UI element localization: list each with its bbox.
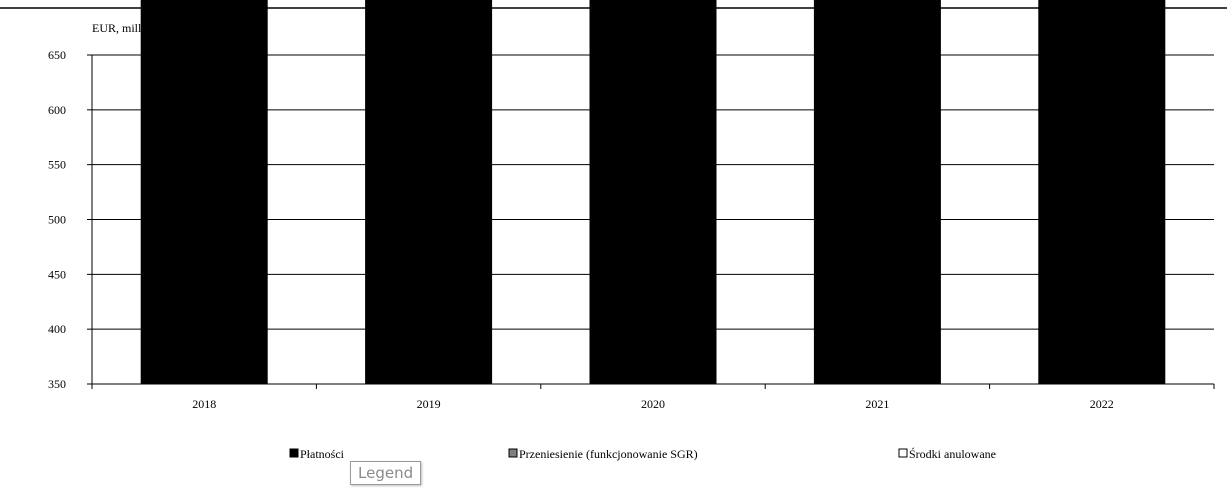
y-tick-label-600: 600	[48, 103, 66, 117]
x-tick-label-2021: 2021	[865, 397, 889, 411]
bar-2021-series-1	[813, 0, 941, 385]
bars	[140, 0, 1166, 385]
legend-label-2: Przeniesienie (funkcjonowanie SGR)	[519, 447, 698, 461]
legend-label-3: Środki anulowane	[909, 447, 996, 461]
legend-swatch-3	[898, 448, 908, 458]
x-tick-label-2020: 2020	[641, 397, 665, 411]
y-tick-label-350: 350	[48, 377, 66, 391]
y-tick-label-450: 450	[48, 267, 66, 281]
legend-label-1: Płatności	[300, 447, 345, 461]
legend[interactable]: Płatności Przeniesienie (funkcjonowanie S…	[289, 447, 996, 461]
legend-tooltip: Legend	[350, 461, 422, 485]
x-tick-label-2019: 2019	[417, 397, 441, 411]
bar-2020-series-1	[589, 0, 717, 385]
y-tick-label-400: 400	[48, 322, 66, 336]
y-axis-ticks: 350 400 450 500 550 600 650	[48, 48, 92, 391]
x-axis-ticks: 2018 2019 2020 2021 2022	[91, 384, 1215, 411]
bar-2019-series-1	[365, 0, 493, 385]
bar-2018-series-1	[140, 0, 268, 385]
y-tick-label-550: 550	[48, 158, 66, 172]
x-tick-label-2018: 2018	[192, 397, 216, 411]
legend-swatch-2	[508, 448, 518, 458]
bar-2022-series-1	[1038, 0, 1166, 385]
legend-swatch-1	[289, 448, 299, 458]
y-tick-label-500: 500	[48, 213, 66, 227]
y-tick-label-650: 650	[48, 48, 66, 62]
x-tick-label-2022: 2022	[1090, 397, 1114, 411]
